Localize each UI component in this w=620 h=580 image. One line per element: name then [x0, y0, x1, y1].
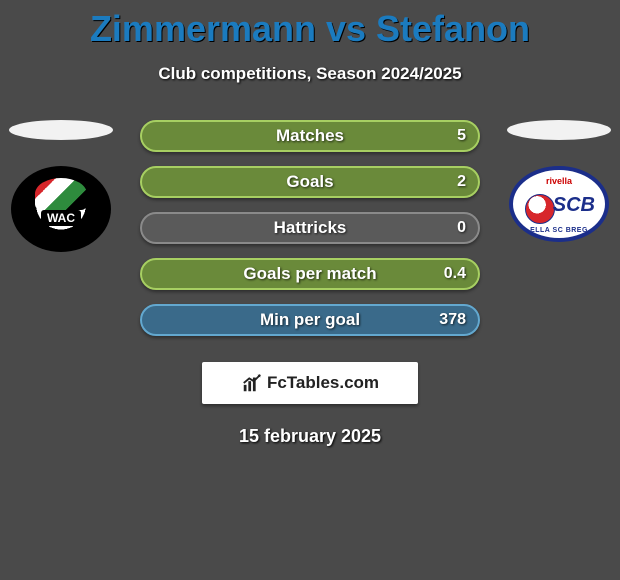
stat-value-right: 0 [457, 219, 466, 237]
stat-label: Matches [276, 126, 344, 146]
rivella-text: rivella [546, 176, 572, 186]
stat-value-right: 2 [457, 173, 466, 191]
date: 15 february 2025 [0, 426, 620, 447]
player-left-oval [9, 120, 113, 140]
wac-stripes-icon [35, 178, 87, 210]
stat-label: Goals per match [243, 264, 376, 284]
stat-label: Min per goal [260, 310, 360, 330]
scb-text: SCB [553, 194, 595, 217]
stat-bar: Matches 5 [140, 120, 480, 152]
stat-value-right: 5 [457, 127, 466, 145]
stat-bar: Goals 2 [140, 166, 480, 198]
club-badge-right: rivella SCB ELLA SC BREG [509, 166, 609, 242]
stat-value-right: 0.4 [444, 265, 466, 283]
fctables-text: FcTables.com [267, 373, 379, 393]
stat-bar: Hattricks 0 [140, 212, 480, 244]
player-right-oval [507, 120, 611, 140]
subtitle: Club competitions, Season 2024/2025 [0, 64, 620, 84]
stat-bar: Goals per match 0.4 [140, 258, 480, 290]
club-badge-left [11, 166, 111, 252]
page-title: Zimmermann vs Stefanon [0, 0, 620, 50]
chart-icon [241, 372, 263, 394]
stat-label: Hattricks [274, 218, 347, 238]
player-left-column [6, 120, 116, 252]
scb-arc-text: ELLA SC BREG [530, 227, 588, 234]
scb-ball-icon [525, 194, 555, 224]
player-right-column: rivella SCB ELLA SC BREG [504, 120, 614, 242]
stat-bar: Min per goal 378 [140, 304, 480, 336]
stat-label: Goals [286, 172, 333, 192]
stat-bars: Matches 5 Goals 2 Hattricks 0 Goals per match 0… [140, 120, 480, 336]
stat-value-right: 378 [439, 311, 466, 329]
fctables-logo: FcTables.com [202, 362, 418, 404]
comparison-panel: rivella SCB ELLA SC BREG Matches 5 Goals 2 H… [0, 120, 620, 447]
